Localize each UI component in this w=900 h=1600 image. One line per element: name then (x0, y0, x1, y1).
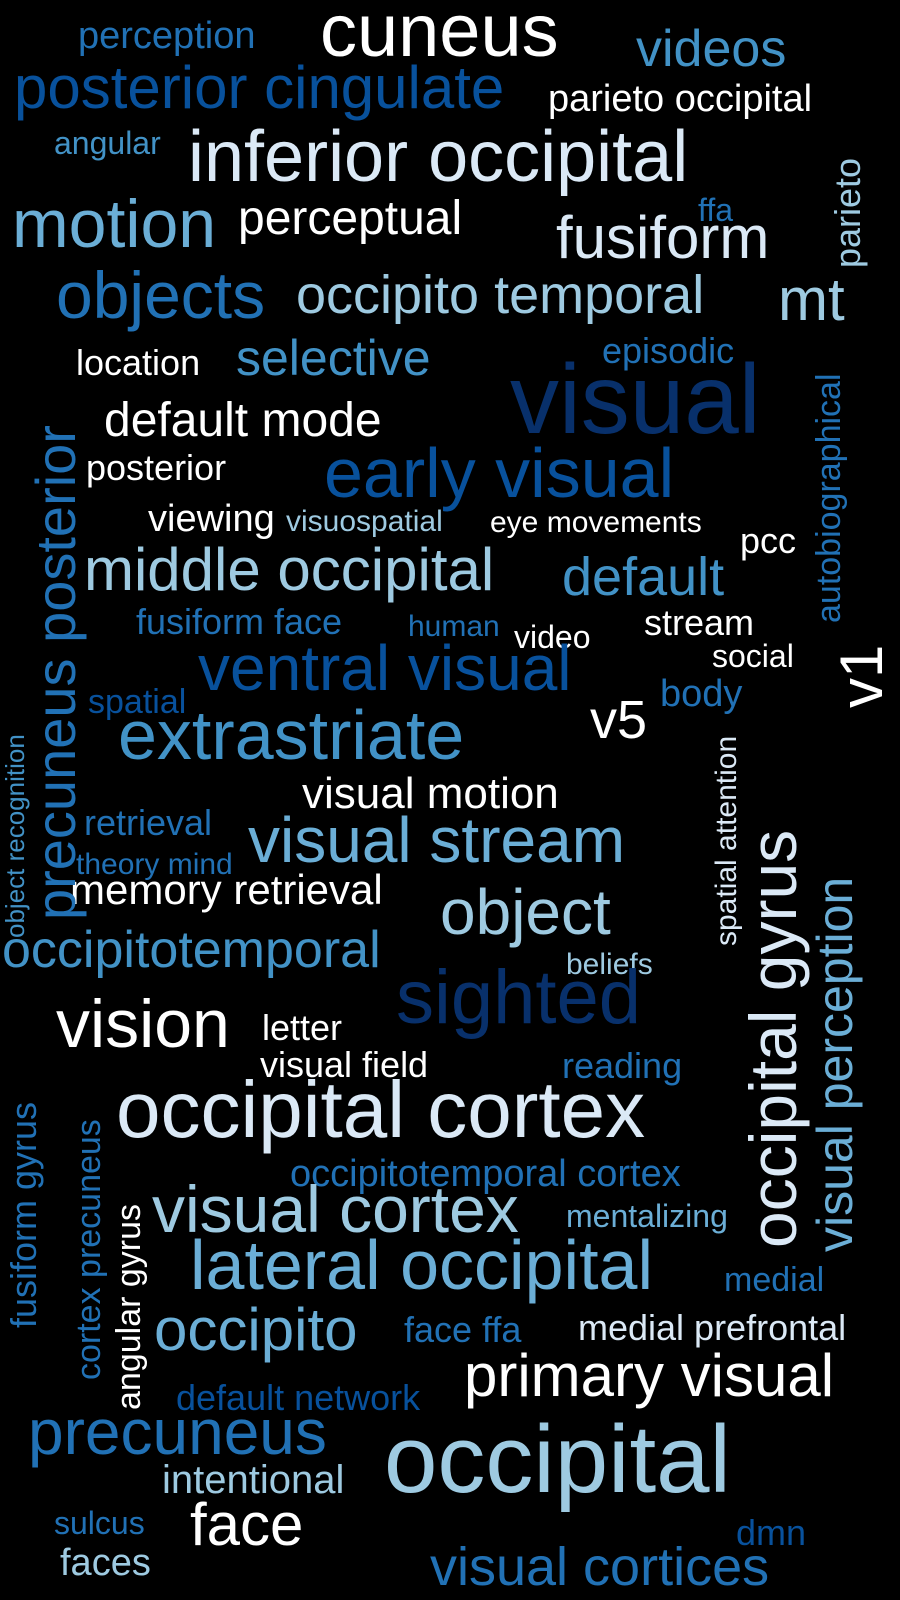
word-stream: stream (644, 602, 755, 643)
word-medial-prefrontal: medial prefrontal (578, 1307, 847, 1348)
word-cortex-precuneus: cortex precuneus (70, 1119, 108, 1380)
word-default: default (562, 547, 725, 607)
word-occipito: occipito (154, 1296, 358, 1363)
word-mt: mt (778, 266, 845, 333)
word-visual-field: visual field (260, 1044, 429, 1085)
word-parieto-occipital: parieto occipital (548, 78, 813, 120)
word-primary-visual: primary visual (464, 1342, 835, 1409)
word-beliefs: beliefs (566, 948, 653, 981)
word-angular-gyrus: angular gyrus (110, 1203, 148, 1410)
word-occipitotemporal-cortex: occipitotemporal cortex (290, 1153, 681, 1195)
word-viewing: viewing (148, 498, 275, 540)
word-autobiographical: autobiographical (810, 373, 848, 623)
word-perceptual: perceptual (238, 192, 463, 245)
word-ffa: ffa (698, 192, 733, 228)
word-object: object (440, 876, 611, 948)
word-parieto: parieto (827, 157, 868, 268)
word-extrastriate: extrastriate (118, 696, 465, 774)
word-perception: perception (78, 15, 256, 57)
word-visual-cortex: visual cortex (152, 1172, 519, 1246)
word-objects: objects (56, 258, 266, 332)
word-fusiform-gyrus: fusiform gyrus (3, 1101, 44, 1328)
word-memory-retrieval: memory retrieval (70, 866, 383, 913)
word-lateral-occipital: lateral occipital (190, 1226, 653, 1304)
word-reading: reading (562, 1045, 683, 1086)
word-precuneus: precuneus (28, 1396, 327, 1468)
word-posterior: posterior (86, 447, 227, 488)
word-posterior-cingulate: posterior cingulate (14, 54, 505, 121)
word-face: face (190, 1491, 304, 1558)
word-v5: v5 (590, 690, 648, 750)
word-visual-perception: visual perception (807, 876, 863, 1252)
word-precuneus-posterior: precuneus posterior (24, 425, 87, 920)
word-sighted: sighted (396, 955, 642, 1040)
word-ventral-visual: ventral visual (198, 632, 572, 704)
word-sulcus: sulcus (54, 1505, 145, 1541)
word-spatial: spatial (88, 683, 187, 721)
word-early-visual: early visual (324, 434, 675, 512)
word-pcc: pcc (740, 520, 797, 561)
word-angular: angular (54, 125, 161, 161)
word-v1: v1 (828, 644, 895, 708)
word-default-network: default network (176, 1377, 421, 1418)
word-location: location (76, 342, 201, 383)
word-inferior-occipital: inferior occipital (188, 117, 689, 197)
word-selective: selective (236, 330, 431, 386)
word-fusiform-face: fusiform face (136, 601, 343, 642)
word-fusiform: fusiform (556, 204, 770, 271)
word-vision: vision (56, 986, 230, 1062)
word-retrieval: retrieval (84, 802, 213, 843)
word-body: body (660, 673, 743, 715)
word-letter: letter (262, 1007, 343, 1048)
word-default-mode: default mode (104, 394, 382, 447)
word-theory-mind: theory mind (76, 848, 233, 881)
word-video: video (514, 619, 591, 655)
word-occipital: occipital (384, 1406, 731, 1513)
word-visuospatial: visuospatial (286, 505, 443, 538)
word-intentional: intentional (162, 1458, 345, 1502)
word-occipital-gyrus: occipital gyrus (736, 829, 810, 1248)
word-visual-cortices: visual cortices (430, 1537, 770, 1597)
word-medial: medial (724, 1261, 825, 1299)
word-cuneus: cuneus (320, 0, 559, 72)
word-videos: videos (636, 20, 787, 78)
word-occipito-temporal: occipito temporal (296, 265, 705, 325)
word-object-recognition: object recognition (0, 734, 30, 938)
word-faces: faces (60, 1542, 151, 1584)
word-occipital-cortex: occipital cortex (116, 1065, 646, 1154)
word-visual: visual (510, 344, 761, 454)
word-visual-motion: visual motion (302, 769, 559, 818)
word-human: human (408, 610, 500, 643)
word-dmn: dmn (736, 1512, 807, 1553)
word-social: social (712, 638, 794, 674)
word-episodic: episodic (602, 330, 735, 371)
word-motion: motion (12, 186, 217, 262)
word-middle-occipital: middle occipital (84, 536, 495, 603)
word-face-ffa: face ffa (404, 1309, 522, 1350)
word-visual-stream: visual stream (248, 804, 625, 876)
word-occipitotemporal: occipitotemporal (2, 921, 381, 979)
word-eye-movements: eye movements (490, 506, 702, 539)
word-mentalizing: mentalizing (566, 1198, 728, 1234)
